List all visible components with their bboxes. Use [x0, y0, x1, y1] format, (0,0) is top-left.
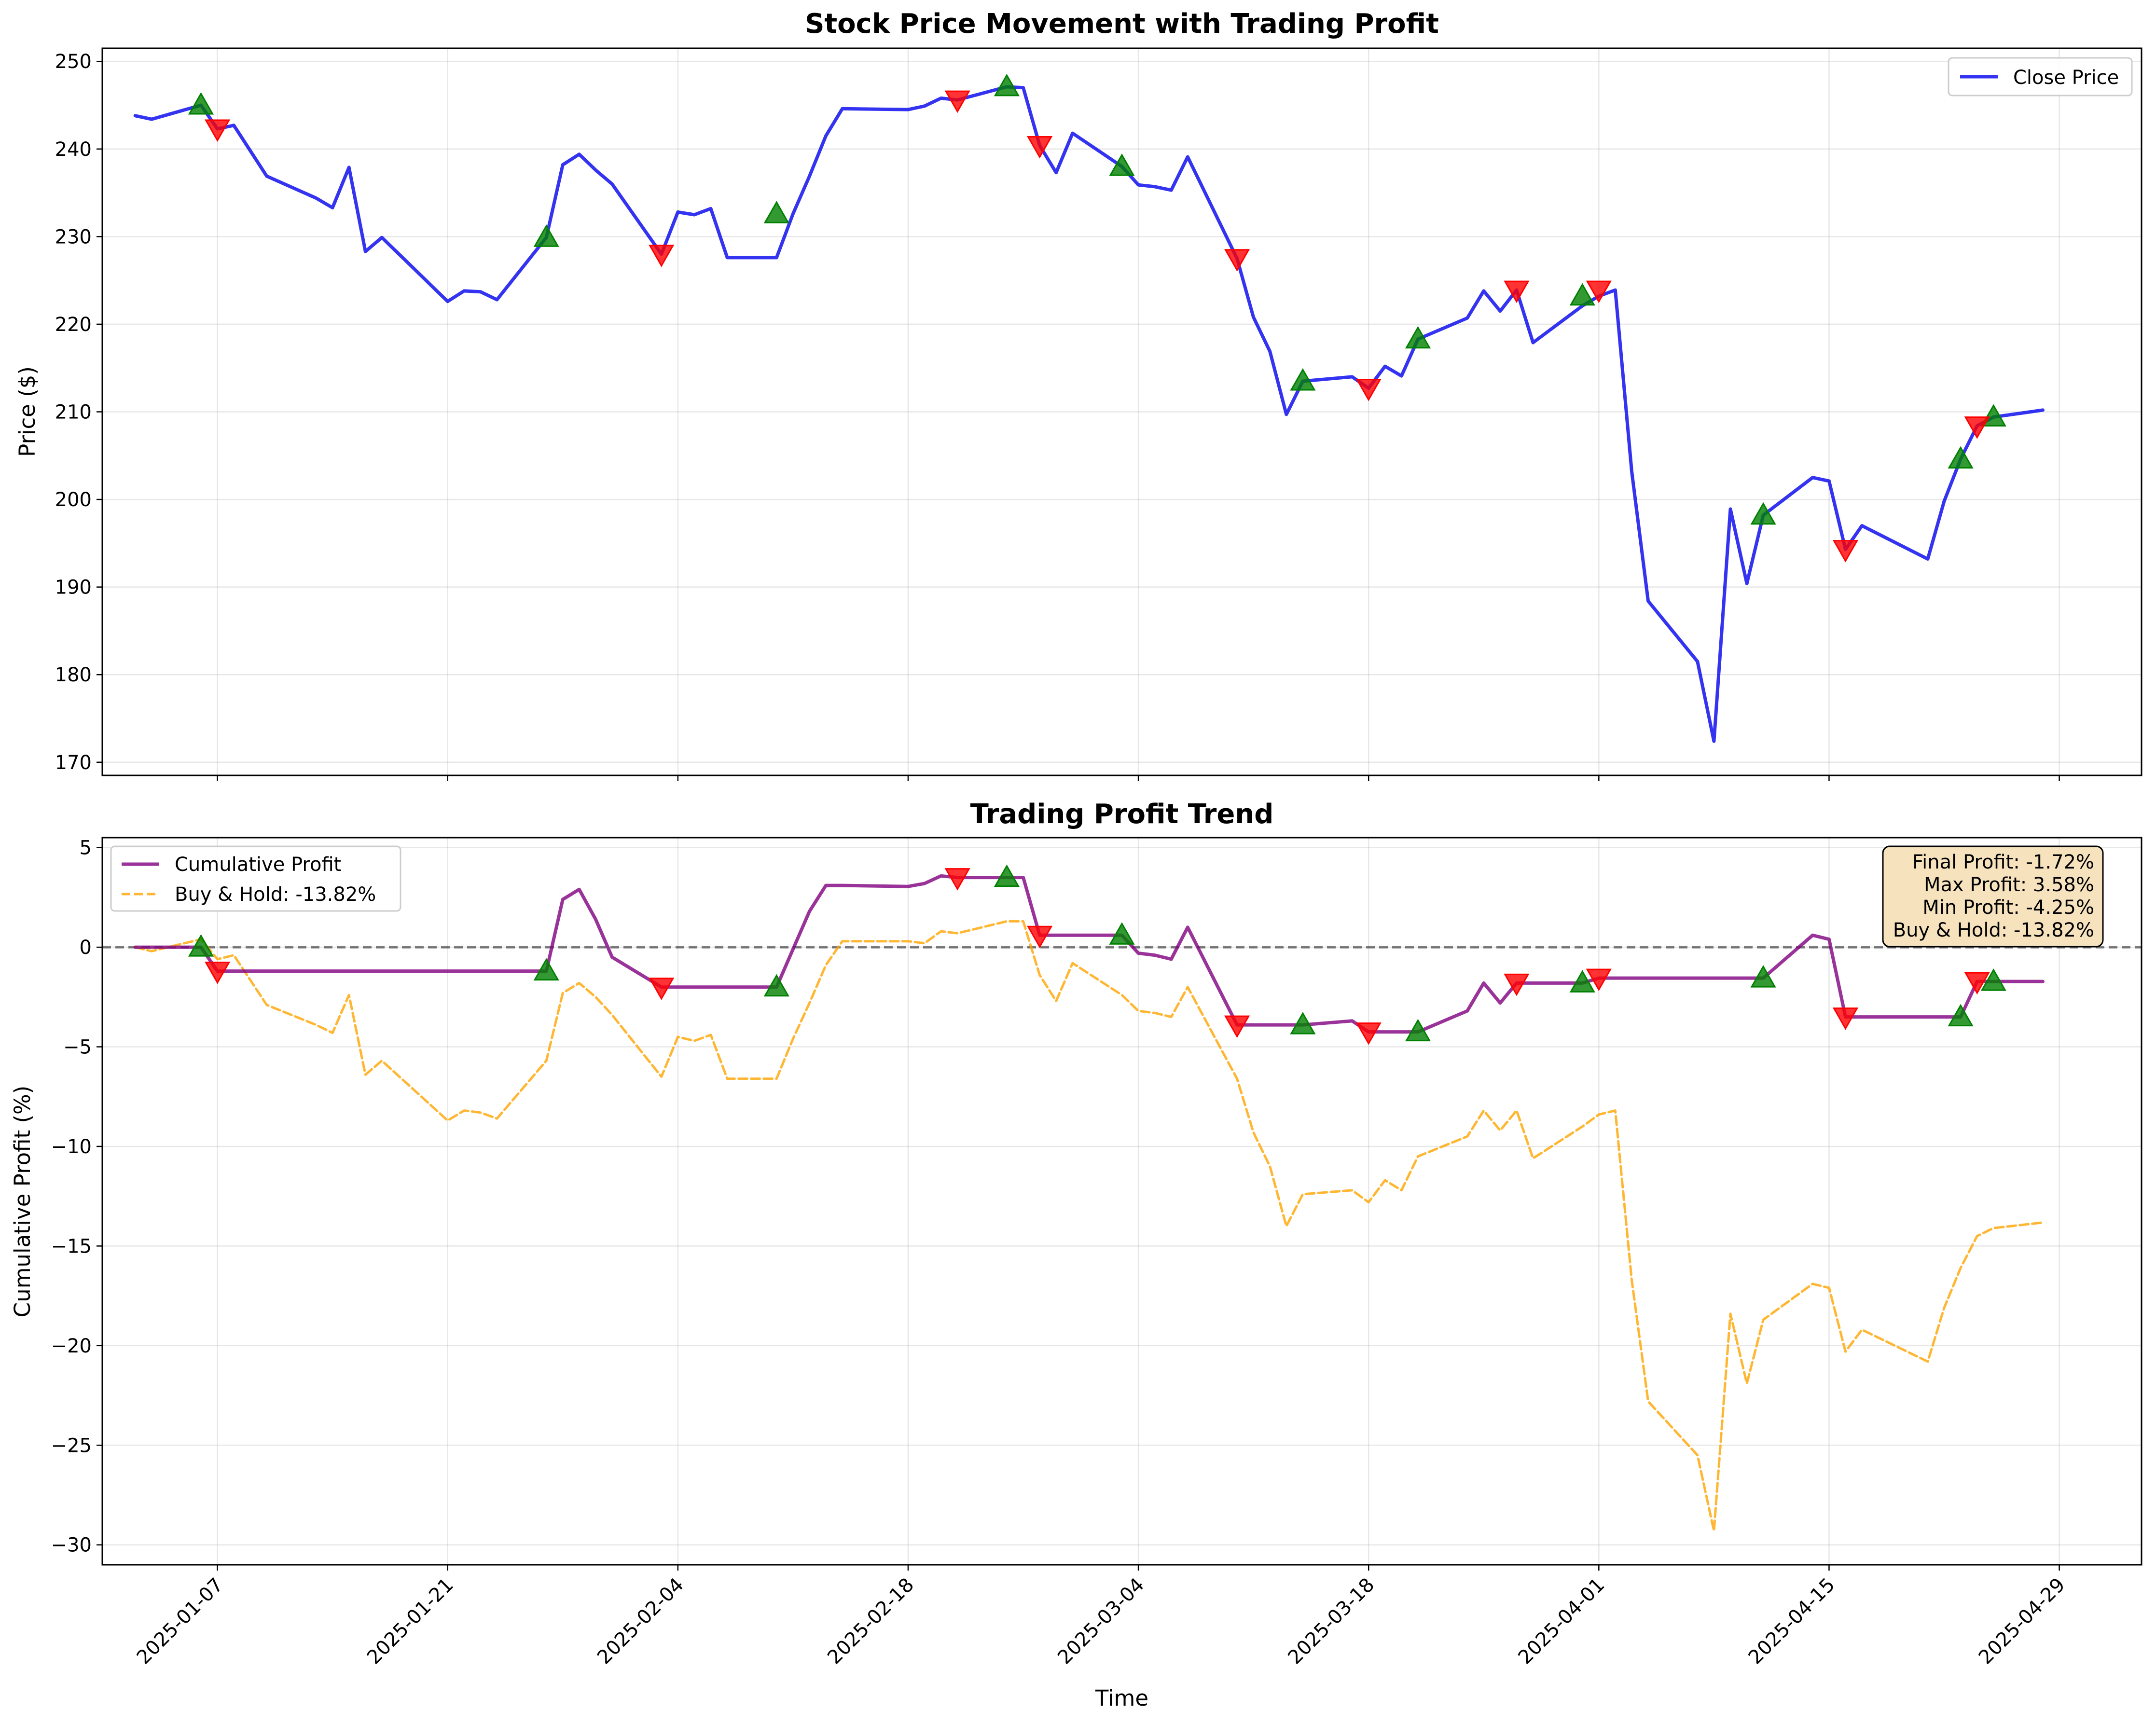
- sell-signal-marker: [1224, 1015, 1250, 1038]
- sell-signal-marker: [1964, 972, 1990, 995]
- buy-signal-marker: [1405, 326, 1431, 349]
- buy-signal-marker: [188, 934, 214, 957]
- profit-y-tick-label: −20: [51, 1335, 92, 1357]
- price-signal-markers: [188, 73, 2006, 563]
- sell-signal-marker: [1504, 973, 1530, 996]
- price-y-tick-label: 180: [55, 664, 92, 686]
- buy-signal-marker: [1109, 922, 1135, 945]
- buy-signal-marker: [1405, 1019, 1431, 1042]
- price-x-tick-marks: [217, 775, 2060, 781]
- sell-signal-marker: [1224, 249, 1250, 272]
- sell-signal-marker: [1027, 925, 1053, 949]
- sell-signal-marker: [1832, 540, 1859, 563]
- sell-signal-marker: [944, 90, 970, 113]
- legend-label-close-price: Close Price: [2013, 67, 2119, 89]
- price-y-tick-label: 200: [55, 489, 92, 511]
- legend-label-buy-hold: Buy & Hold: -13.82%: [175, 883, 376, 906]
- price-y-tick-label: 190: [55, 577, 92, 599]
- buy-signal-marker: [188, 92, 214, 115]
- buy-signal-marker: [1290, 368, 1316, 391]
- buy-signal-marker: [1569, 283, 1595, 306]
- summary-buy-hold: Buy & Hold: -13.82%: [1893, 919, 2094, 941]
- price-legend-box: [1948, 57, 2133, 97]
- price-chart-title: Stock Price Movement with Trading Profit: [805, 8, 1439, 40]
- buy-signal-marker: [533, 958, 559, 981]
- profit-plot-frame: [101, 837, 2142, 1566]
- profit-legend: Cumulative Profit Buy & Hold: -13.82%: [110, 845, 401, 912]
- price-y-tick-label: 230: [55, 226, 92, 248]
- buy-signal-marker: [1109, 153, 1135, 176]
- sell-signal-marker: [649, 245, 675, 267]
- price-grid: [102, 48, 2142, 775]
- sell-signal-marker: [1832, 1007, 1859, 1030]
- profit-y-tick-label: −30: [51, 1534, 92, 1557]
- sell-signal-marker: [649, 978, 675, 1000]
- buy-signal-marker: [1750, 965, 1776, 988]
- x-axis-label: Time: [1095, 1685, 1148, 1711]
- summary-final-profit: Final Profit: -1.72%: [1912, 851, 2094, 873]
- buy-signal-marker: [1980, 404, 2006, 427]
- summary-min-profit: Min Profit: -4.25%: [1922, 896, 2094, 919]
- buy-hold-line: [134, 920, 2044, 1532]
- price-y-tick-label: 170: [55, 752, 92, 774]
- buy-signal-marker: [763, 201, 789, 223]
- buy-signal-marker: [533, 224, 559, 247]
- sell-signal-marker: [944, 868, 970, 891]
- price-y-tick-label: 220: [55, 314, 92, 336]
- price-legend: Close Price: [1948, 57, 2133, 97]
- buy-signal-marker: [994, 73, 1020, 97]
- sell-signal-marker: [1355, 379, 1382, 401]
- profit-summary-background: [1882, 845, 2104, 948]
- profit-y-tick-label: −10: [51, 1136, 92, 1158]
- sell-signal-marker: [1964, 416, 1990, 439]
- buy-signal-marker: [994, 864, 1020, 887]
- price-y-tick-label: 240: [55, 138, 92, 161]
- price-y-axis-label: Price ($): [14, 366, 40, 457]
- profit-y-tick-label: 5: [80, 837, 92, 859]
- buy-signal-marker: [1948, 1004, 1974, 1027]
- sell-signal-marker: [1027, 136, 1053, 159]
- profit-y-tick-label: 0: [80, 937, 92, 959]
- sell-signal-marker: [1586, 968, 1612, 992]
- legend-label-cumulative-profit: Cumulative Profit: [175, 854, 341, 876]
- price-y-tick-label: 250: [55, 51, 92, 73]
- buy-signal-marker: [763, 974, 789, 997]
- sell-signal-marker: [1504, 280, 1530, 303]
- sell-signal-marker: [1355, 1022, 1382, 1045]
- price-y-axis: 170 180 190 200 210 220 230 240 250: [55, 51, 102, 774]
- buy-signal-marker: [1980, 968, 2006, 991]
- profit-chart-title: Trading Profit Trend: [970, 799, 1274, 830]
- sell-signal-marker: [1586, 280, 1612, 303]
- profit-y-tick-label: −15: [51, 1235, 92, 1257]
- buy-signal-marker: [1750, 502, 1776, 525]
- sell-signal-marker: [205, 962, 231, 984]
- profit-y-tick-label: −25: [51, 1434, 92, 1457]
- price-panel: 170 180 190 200 210 220 230 240 250 Stock Price …: [14, 8, 2142, 781]
- buy-signal-marker: [1948, 446, 1974, 469]
- profit-y-axis: −30 −25 −20 −15 −10 −5 0 5: [51, 837, 102, 1557]
- buy-signal-marker: [1569, 970, 1595, 993]
- profit-summary-box: Final Profit: -1.72% Max Profit: 3.58% M…: [1882, 845, 2104, 948]
- summary-max-profit: Max Profit: 3.58%: [1924, 874, 2094, 896]
- profit-y-tick-label: −5: [63, 1036, 92, 1059]
- buy-signal-marker: [1290, 1012, 1316, 1034]
- profit-y-axis-label: Cumulative Profit (%): [10, 1086, 35, 1318]
- profit-legend-box: [110, 845, 401, 912]
- sell-signal-marker: [205, 119, 231, 142]
- price-y-tick-label: 210: [55, 401, 92, 424]
- profit-signal-markers: [188, 864, 2006, 1045]
